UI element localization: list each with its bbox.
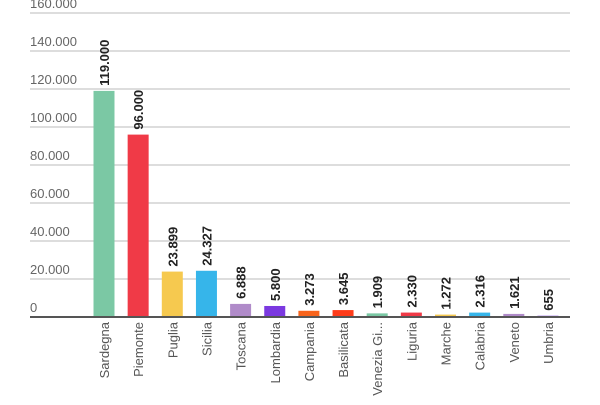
y-tick-label: 40.000 (30, 224, 70, 239)
data-label: 24.327 (199, 226, 214, 266)
y-tick-label: 100.000 (30, 110, 77, 125)
y-axis-ticks: 0 20.000 40.000 60.000 80.000 100.000 120.000 1… (30, 0, 77, 315)
data-label: 23.899 (165, 227, 180, 267)
bar (400, 312, 422, 317)
y-tick-label: 140.000 (30, 34, 77, 49)
data-label: 5.800 (268, 268, 283, 301)
data-label: 3.273 (302, 273, 317, 306)
gridlines (30, 12, 570, 280)
x-tick-label: Puglia (165, 321, 180, 358)
bar (332, 310, 354, 317)
y-tick-label: 20.000 (30, 262, 70, 277)
data-label: 2.330 (404, 275, 419, 308)
bar (230, 303, 252, 317)
data-label: 1.909 (370, 276, 385, 309)
x-axis-labels: Sardegna Piemonte Puglia Sicilia Toscana Lomb… (97, 321, 556, 395)
y-tick-label: 80.000 (30, 148, 70, 163)
y-tick-label: 0 (30, 300, 37, 315)
data-label: 655 (541, 289, 556, 311)
bar (469, 312, 491, 317)
bars (93, 90, 559, 318)
x-tick-label: Liguria (404, 321, 419, 361)
data-label: 1.621 (507, 276, 522, 309)
bar (264, 305, 286, 317)
data-label: 119.000 (97, 40, 112, 86)
x-tick-label: Calabria (473, 321, 488, 370)
y-tick-label: 120.000 (30, 72, 77, 87)
bar (93, 90, 115, 318)
x-tick-label: Venezia Gi... (370, 322, 385, 396)
data-label: 1.272 (439, 277, 454, 310)
x-tick-label: Piemonte (131, 322, 146, 377)
bar (435, 314, 456, 317)
data-label: 2.316 (473, 275, 488, 308)
bar (366, 313, 388, 317)
data-label: 96.000 (131, 90, 146, 130)
data-label: 3.645 (336, 273, 351, 306)
data-labels: 119.000 96.000 23.899 24.327 6.888 5.800 3.273… (97, 40, 556, 311)
x-tick-label: Campania (302, 321, 317, 381)
bar (195, 270, 217, 317)
x-tick-label: Umbria (541, 321, 556, 364)
x-tick-label: Marche (439, 322, 454, 365)
y-tick-label: 60.000 (30, 186, 70, 201)
data-label: 6.888 (234, 266, 249, 299)
bar (503, 313, 525, 317)
y-tick-label: 160.000 (30, 0, 77, 11)
x-tick-label: Toscana (234, 321, 249, 370)
x-tick-label: Basilicata (336, 321, 351, 377)
x-tick-label: Sardegna (97, 321, 112, 378)
x-tick-label: Veneto (507, 322, 522, 363)
bar (127, 134, 149, 317)
x-tick-label: Lombardia (268, 321, 283, 383)
bar (161, 271, 183, 317)
x-tick-label: Sicilia (199, 321, 214, 356)
bar (298, 310, 320, 317)
